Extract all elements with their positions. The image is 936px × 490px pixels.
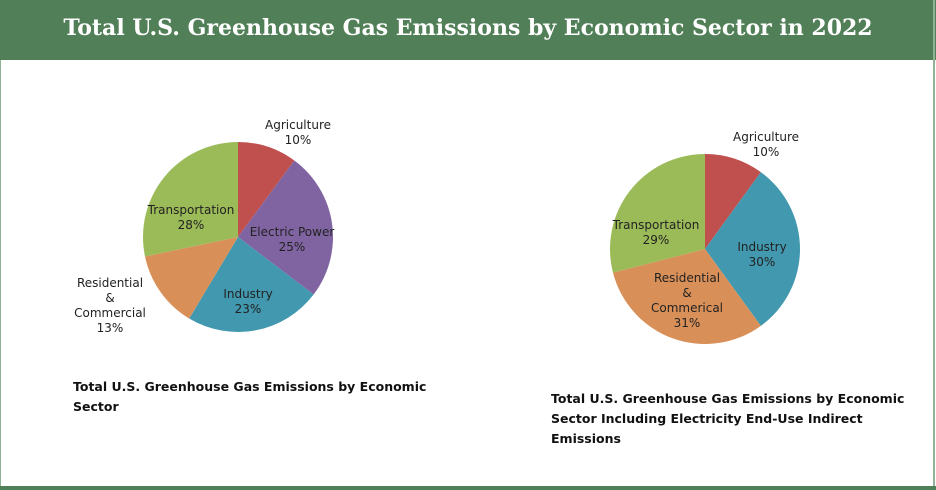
slice-label: Transportation 29% (612, 218, 700, 247)
slice-label: Transportation 28% (147, 203, 235, 232)
caption-right-line: Sector Including Electricity End-Use Ind… (551, 411, 863, 426)
slice-label: Industry 30% (737, 240, 786, 269)
pie-slice-electric-power (238, 160, 333, 295)
pie-slice-agriculture (238, 142, 295, 237)
slice-label: Agriculture 10% (265, 118, 331, 147)
left-border (0, 60, 1, 490)
caption-left: Total U.S. Greenhouse Gas Emissions by E… (73, 377, 426, 417)
caption-right-line: Emissions (551, 431, 621, 446)
pie-slice-transportation (610, 154, 705, 273)
bottom-bar (0, 486, 936, 490)
pie-slice-industry (189, 237, 314, 332)
caption-right-line: Total U.S. Greenhouse Gas Emissions by E… (551, 391, 905, 406)
caption-left-line: Sector (73, 399, 119, 414)
pie-slice-industry (705, 172, 801, 326)
slice-label: Agriculture 10% (733, 130, 799, 159)
caption-right: Total U.S. Greenhouse Gas Emissions by E… (551, 389, 904, 449)
pie-slice-residential-commerical (612, 249, 761, 344)
caption-left-line: Total U.S. Greenhouse Gas Emissions by E… (73, 379, 427, 394)
slice-label: Industry 23% (223, 287, 272, 316)
pie-slice-residential-commercial (145, 237, 238, 319)
slice-label: Residential & Commerical 31% (651, 271, 723, 330)
pie-slice-agriculture (705, 154, 761, 249)
slice-label: Residential & Commercial 13% (74, 276, 146, 335)
pie-slice-transportation (143, 142, 238, 257)
right-border (933, 0, 935, 490)
slice-label: Electric Power 25% (250, 225, 335, 254)
page-title: Total U.S. Greenhouse Gas Emissions by E… (0, 0, 936, 60)
